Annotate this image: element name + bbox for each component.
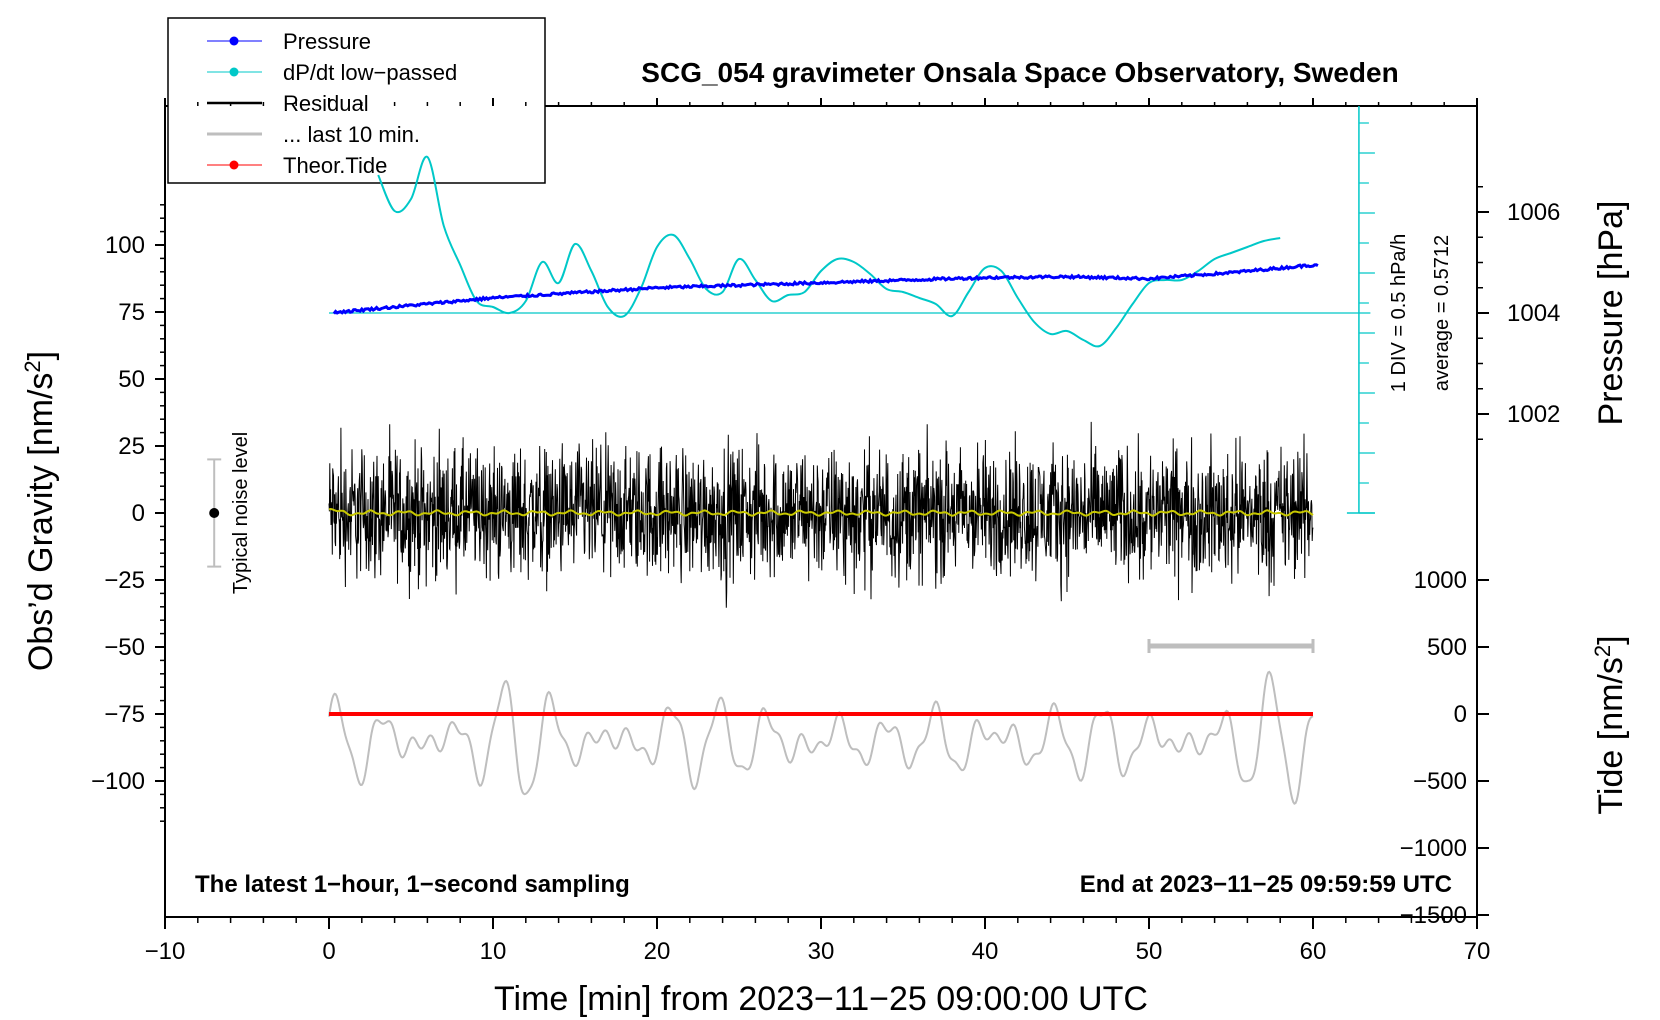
chart-title: SCG_054 gravimeter Onsala Space Observat… <box>641 57 1398 88</box>
series-last-10-min <box>328 670 1314 805</box>
series-residual-average <box>328 507 1314 517</box>
footer-right: End at 2023−11−25 09:59:59 UTC <box>1080 871 1452 898</box>
y-pressure-tick-label: 1004 <box>1507 300 1560 327</box>
legend-label: dP/dt low−passed <box>283 60 457 85</box>
legend-label: ... last 10 min. <box>283 122 420 147</box>
y-axis-gravity: 100 75 50 25 0 −25 −50 −75 −100 <box>91 204 165 822</box>
y-tide-tick-label: −1000 <box>1400 835 1467 862</box>
noise-level-label: Typical noise level <box>230 432 252 594</box>
y-gravity-tick-label: 50 <box>118 366 145 393</box>
y-pressure-tick-label: 1006 <box>1507 199 1560 226</box>
legend-marker <box>229 160 239 170</box>
gravity-label-sup: 2 <box>20 360 45 372</box>
x-tick-label: 10 <box>480 938 507 965</box>
series-residual <box>328 421 1314 608</box>
legend-marker <box>229 36 239 46</box>
y-tide-tick-label: −500 <box>1413 768 1467 795</box>
x-tick-label: 40 <box>972 938 999 965</box>
x-axis: −10 0 10 20 30 40 50 60 70 <box>145 98 1491 965</box>
y-gravity-tick-label: 0 <box>132 500 145 527</box>
gravity-label-end: ] <box>22 351 60 360</box>
x-tick-label: 50 <box>1136 938 1163 965</box>
legend-box <box>167 17 546 184</box>
series-dpdt-lowpassed <box>377 155 1281 348</box>
y-gravity-tick-label: −50 <box>104 634 145 661</box>
y-axis-gravity-title: Obs’d Gravity [nm/s2] <box>20 351 60 671</box>
tide-label-end: ] <box>1592 635 1630 644</box>
pressure-div-label: 1 DIV = 0.5 hPa/h <box>1388 234 1410 392</box>
y-tide-tick-label: 1000 <box>1414 567 1467 594</box>
y-gravity-tick-label: −100 <box>91 768 145 795</box>
y-tide-tick-label: 500 <box>1427 634 1467 661</box>
pressure-average-label: average = 0.5712 <box>1431 235 1453 391</box>
legend: Pressure dP/dt low−passed Residual ... last… <box>167 17 546 184</box>
y-pressure-tick-label: 1002 <box>1507 401 1560 428</box>
noise-level-center-dot <box>209 508 220 518</box>
x-tick-label: 20 <box>644 938 671 965</box>
legend-label: Residual <box>283 91 369 116</box>
y-tide-tick-label: −1500 <box>1400 902 1467 929</box>
gravity-label-main: Obs’d Gravity [nm/s <box>22 373 60 672</box>
legend-label: Theor.Tide <box>283 153 387 178</box>
y-axis-pressure: 1006 1004 1002 <box>1477 186 1560 440</box>
plot-area <box>207 106 1375 805</box>
y-gravity-tick-label: −75 <box>104 701 145 728</box>
x-tick-label: −10 <box>145 938 186 965</box>
y-tide-tick-label: 0 <box>1454 701 1467 728</box>
x-tick-label: 30 <box>808 938 835 965</box>
y-axis-tide-title: Tide [nm/s2] <box>1590 635 1630 814</box>
legend-label: Pressure <box>283 29 371 54</box>
y-gravity-tick-label: 25 <box>118 433 145 460</box>
y-axis-pressure-title: Pressure [hPa] <box>1592 201 1630 426</box>
y-gravity-tick-label: 75 <box>118 299 145 326</box>
legend-marker <box>229 67 239 77</box>
footer-left: The latest 1−hour, 1−second sampling <box>195 871 630 898</box>
y-gravity-tick-label: 100 <box>105 232 145 259</box>
x-tick-label: 70 <box>1464 938 1491 965</box>
tide-label-main: Tide [nm/s <box>1592 657 1630 814</box>
series-pressure <box>332 263 1319 315</box>
y-axis-tide: 1000 500 0 −500 −1000 −1500 <box>1400 567 1489 929</box>
x-tick-label: 0 <box>322 938 335 965</box>
x-tick-label: 60 <box>1300 938 1327 965</box>
tide-label-sup: 2 <box>1590 645 1615 657</box>
y-gravity-tick-label: −25 <box>104 567 145 594</box>
x-axis-title: Time [min] from 2023−11−25 09:00:00 UTC <box>494 980 1148 1018</box>
